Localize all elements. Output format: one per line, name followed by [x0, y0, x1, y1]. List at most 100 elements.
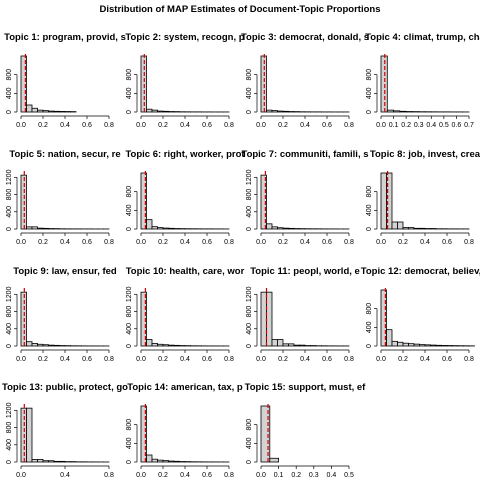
x-tick-label: 0.8	[344, 239, 354, 246]
panel-topic-10: Topic 10: health, care, wor 0.0 0.2 0.4 0.6 0…	[126, 266, 245, 363]
panel-topic-14: Topic 14: american, tax, p 0.0 0.2 0.4 0.6 0.…	[126, 382, 243, 479]
x-tick-label: 0.6	[202, 356, 212, 363]
histogram-bar	[299, 344, 306, 347]
y-tick-label: 0	[366, 110, 373, 114]
x-tick-label: 0.4	[60, 239, 70, 246]
x-tick-label: 0.2	[291, 472, 301, 479]
histogram-bar	[288, 343, 295, 347]
x-tick-label: 0.2	[158, 122, 168, 129]
x-tick-label: 0.8	[104, 356, 114, 363]
panel-title: Topic 13: public, protect, go	[2, 382, 128, 393]
histogram-bar	[37, 109, 44, 113]
panel-topic-8: Topic 8: job, invest, crea 0.0 0.2 0.4 0.6 0.…	[366, 149, 480, 246]
x-tick-label: 0.2	[38, 122, 48, 129]
y-tick-label: 0	[6, 227, 13, 231]
histogram-bar	[424, 344, 431, 347]
histogram-bar	[26, 104, 33, 113]
panel-topic-9: Topic 9: law, ensur, fed 0.0 0.2 0.4 0.6 0.8 0…	[6, 266, 117, 363]
histogram-bar	[293, 344, 300, 347]
histogram-bar	[26, 407, 33, 463]
panel-topic-12: Topic 12: democrat, believ, c 0.0 0.2 0.4 0.…	[361, 266, 480, 363]
x-tick-label: 0.2	[158, 356, 168, 363]
histogram-bar	[53, 344, 60, 347]
histogram-bar	[140, 405, 147, 463]
histogram-bar	[397, 341, 404, 347]
x-tick-label: 0.8	[464, 239, 474, 246]
histogram-bar	[413, 343, 420, 347]
y-tick-label: 0	[246, 110, 253, 114]
x-tick-label: 0.4	[300, 239, 310, 246]
histogram-bar	[157, 227, 164, 230]
x-tick-label: 0.4	[180, 356, 190, 363]
histogram-bar	[26, 341, 33, 347]
x-tick-label: 0.4	[420, 356, 430, 363]
histogram-bar	[162, 110, 169, 113]
histogram-bar	[42, 227, 49, 230]
x-tick-label: 0.0	[136, 356, 146, 363]
y-tick-label: 400	[246, 437, 253, 449]
y-tick-label: 800	[126, 306, 133, 318]
x-tick-label: 0.0	[256, 356, 266, 363]
x-tick-label: 0.4	[180, 239, 190, 246]
x-tick-label: 0.6	[322, 122, 332, 129]
histogram-bar	[20, 55, 27, 113]
x-tick-label: 0.6	[322, 356, 332, 363]
histogram-bar	[42, 344, 49, 347]
y-tick-label: 800	[6, 69, 13, 81]
histogram-bar	[168, 460, 175, 463]
y-tick-label: 0	[126, 227, 133, 231]
x-tick-label: 0.0	[256, 122, 266, 129]
y-tick-label: 400	[126, 204, 133, 216]
y-tick-label: 800	[366, 186, 373, 198]
y-tick-label: 1200	[6, 402, 13, 418]
x-tick-label: 0.0	[136, 239, 146, 246]
histogram-bar	[37, 343, 44, 347]
panel-title: Topic 10: health, care, wor	[126, 266, 245, 277]
histogram-bar	[140, 291, 147, 347]
histogram-bar	[419, 227, 426, 230]
x-tick-label: 0.8	[104, 472, 114, 479]
histogram-bar	[288, 227, 295, 230]
panel-title: Topic 15: support, must, ef	[245, 382, 367, 393]
histogram-bar	[380, 172, 387, 230]
histogram-bar	[162, 344, 169, 347]
x-tick-label: 0.8	[344, 356, 354, 363]
histogram-bar	[48, 460, 55, 463]
panel-topic-11: Topic 11: peopl, world, e 0.0 0.2 0.4 0.6 0.8…	[246, 266, 360, 363]
histogram-bar	[173, 460, 180, 463]
histogram-bar	[157, 343, 164, 347]
histogram-bar	[59, 111, 66, 113]
x-tick-label: 0.6	[442, 356, 452, 363]
y-tick-label: 400	[126, 437, 133, 449]
histogram-bar	[266, 109, 273, 113]
histogram-bar	[408, 343, 415, 347]
x-tick-label: 0.8	[224, 472, 234, 479]
panel-topic-13: Topic 13: public, protect, go 0.0 0.4 0.8 0 4…	[2, 382, 128, 479]
histogram-bar	[399, 110, 407, 113]
figure-title: Distribution of MAP Estimates of Documen…	[100, 4, 381, 15]
x-tick-label: 0.3	[309, 472, 319, 479]
panel-topic-3: Topic 3: democrat, donald, s 0.0 0.2 0.4 0.6…	[241, 32, 369, 129]
panel-title: Topic 5: nation, secur, re	[9, 149, 120, 160]
x-tick-label: 0.2	[278, 239, 288, 246]
y-tick-label: 0	[6, 110, 13, 114]
y-tick-label: 400	[366, 87, 373, 99]
histogram-bar	[413, 227, 420, 230]
y-tick-label: 0	[126, 460, 133, 464]
y-tick-label: 1200	[126, 286, 133, 302]
panel-title: Topic 7: communiti, famili, s	[241, 149, 368, 160]
x-tick-label: 0.7	[464, 122, 474, 129]
histogram-bar	[146, 108, 153, 113]
x-tick-label: 0.6	[202, 472, 212, 479]
y-tick-label: 0	[126, 344, 133, 348]
y-tick-label: 1200	[6, 169, 13, 185]
x-tick-label: 0.0	[16, 356, 26, 363]
histogram-bar	[53, 460, 60, 463]
x-tick-label: 0.4	[60, 122, 70, 129]
histogram-bar	[277, 110, 284, 113]
panel-title: Topic 2: system, recogn, p	[125, 32, 244, 43]
panel-title: Topic 9: law, ensur, fed	[13, 266, 117, 277]
histogram-bar	[271, 226, 278, 230]
x-tick-label: 0.5	[439, 122, 449, 129]
y-tick-label: 400	[6, 206, 13, 218]
